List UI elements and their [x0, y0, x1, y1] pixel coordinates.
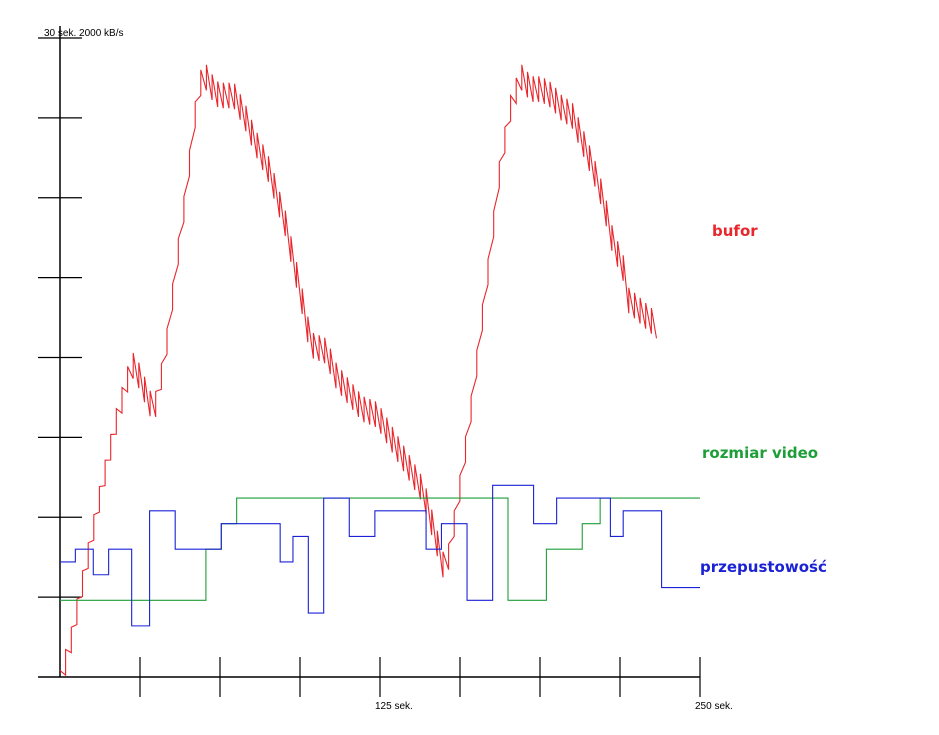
- series-label: rozmiar video: [702, 444, 818, 462]
- axes: [38, 26, 700, 678]
- series-line-bufor: [59, 64, 658, 677]
- series-line-rozmiar-video: [60, 497, 700, 601]
- axis-ticks: 125 sek. 250 sek.: [38, 37, 733, 712]
- series-label: bufor: [712, 222, 758, 240]
- series-labels: bufor rozmiar video przepustowość: [700, 222, 827, 576]
- x-tick-label: 125 sek.: [375, 701, 413, 712]
- y-axis-label: 30 sek. 2000 kB/s: [44, 28, 124, 39]
- series-lines: [59, 64, 700, 677]
- x-tick-label: 250 sek.: [695, 701, 733, 712]
- series-line-przepustowość: [60, 484, 700, 627]
- series-label: przepustowość: [700, 558, 827, 576]
